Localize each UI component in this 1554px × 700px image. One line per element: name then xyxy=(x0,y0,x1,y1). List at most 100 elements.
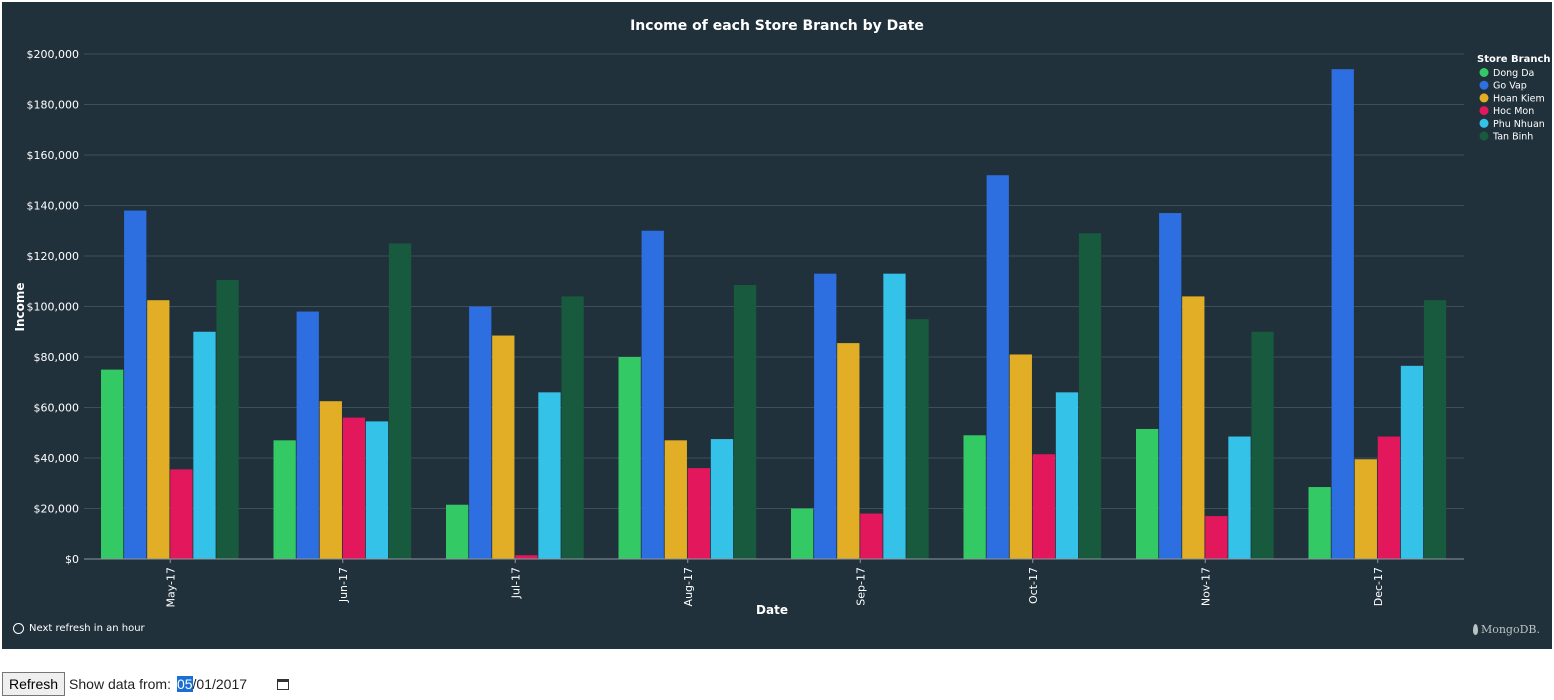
x-tick-label: Jul-17 xyxy=(509,567,522,599)
legend-entry[interactable]: Hoan Kiem xyxy=(1493,93,1545,104)
bar[interactable] xyxy=(618,357,641,559)
controls-bar: Refresh Show data from: 05 /01/2017 xyxy=(2,672,290,696)
bar[interactable] xyxy=(469,306,492,560)
bar[interactable] xyxy=(1400,365,1424,559)
date-rest: /01/2017 xyxy=(192,676,248,692)
legend-entry[interactable]: Phu Nhuan xyxy=(1493,119,1545,130)
legend-marker xyxy=(1479,118,1489,128)
bar[interactable] xyxy=(1159,213,1182,559)
bar[interactable] xyxy=(170,469,193,559)
bar[interactable] xyxy=(1182,296,1205,559)
legend-entry[interactable]: Go Vap xyxy=(1493,81,1527,92)
x-axis-label: Date xyxy=(756,603,788,617)
y-tick-label: $140,000 xyxy=(27,200,80,213)
legend-marker xyxy=(1479,131,1489,141)
y-tick-label: $200,000 xyxy=(27,48,80,61)
y-tick-label: $100,000 xyxy=(27,301,80,314)
bar[interactable] xyxy=(687,468,711,559)
bar[interactable] xyxy=(1055,392,1079,559)
bar[interactable] xyxy=(319,401,342,559)
bar[interactable] xyxy=(216,279,239,559)
bar-series xyxy=(101,69,1447,560)
show-data-from-label: Show data from: xyxy=(69,676,171,692)
legend-entry[interactable]: Tan Binh xyxy=(1492,132,1533,143)
bar[interactable] xyxy=(273,440,296,559)
mongodb-logo: MongoDB. xyxy=(1472,623,1540,636)
bar[interactable] xyxy=(1423,300,1447,559)
bar[interactable] xyxy=(193,331,216,559)
bar[interactable] xyxy=(1251,331,1274,559)
x-tick-label: Nov-17 xyxy=(1199,567,1212,606)
date-input[interactable]: 05 /01/2017 xyxy=(176,676,290,692)
y-axis-ticks: $0 $20,000 $40,000 $60,000 $80,000 $100,000 $1… xyxy=(27,48,80,566)
bar[interactable] xyxy=(1032,454,1056,559)
bar[interactable] xyxy=(1308,487,1331,559)
bar[interactable] xyxy=(837,343,860,559)
x-tick-label: Oct-17 xyxy=(1027,567,1040,604)
bar[interactable] xyxy=(388,243,412,559)
y-tick-label: $160,000 xyxy=(27,149,80,162)
x-axis-ticks: May-17 Jun-17 Jul-17 Aug-17 Sep-17 Oct-17 Nov-… xyxy=(164,559,1385,608)
y-tick-label: $20,000 xyxy=(34,503,80,516)
leaf-icon xyxy=(1472,624,1478,635)
legend-marker xyxy=(1479,93,1489,103)
bar[interactable] xyxy=(365,421,389,559)
legend-entry[interactable]: Dong Da xyxy=(1493,68,1534,79)
chart-title: Income of each Store Branch by Date xyxy=(630,18,924,34)
bar[interactable] xyxy=(101,369,124,559)
bar[interactable] xyxy=(733,285,757,559)
bar[interactable] xyxy=(1136,428,1159,559)
bar[interactable] xyxy=(1331,69,1354,560)
calendar-icon[interactable] xyxy=(277,678,290,690)
brand-text: MongoDB. xyxy=(1480,623,1540,636)
x-tick-label: Jun-17 xyxy=(337,567,350,603)
y-axis-label: Income xyxy=(13,282,27,331)
x-tick-label: Aug-17 xyxy=(682,567,695,606)
refresh-note-text: Next refresh in an hour xyxy=(29,623,145,634)
refresh-button[interactable]: Refresh xyxy=(2,672,66,696)
bar[interactable] xyxy=(986,175,1009,559)
bar[interactable] xyxy=(791,508,814,560)
bar[interactable] xyxy=(1205,516,1228,559)
bar[interactable] xyxy=(641,230,664,559)
chart-svg: Income of each Store Branch by Date $0 $2… xyxy=(13,18,1551,617)
bar[interactable] xyxy=(515,555,538,559)
bar[interactable] xyxy=(446,504,469,559)
chart-panel: Income of each Store Branch by Date $0 $2… xyxy=(2,2,1552,649)
clock-icon xyxy=(13,623,24,634)
bar[interactable] xyxy=(860,513,883,559)
bar[interactable] xyxy=(561,296,584,559)
bar[interactable] xyxy=(147,300,170,559)
bar[interactable] xyxy=(906,319,929,559)
x-tick-label: Sep-17 xyxy=(854,567,867,606)
x-tick-label: May-17 xyxy=(164,567,177,608)
bar[interactable] xyxy=(1228,436,1251,559)
bar[interactable] xyxy=(814,273,837,559)
y-tick-label: $0 xyxy=(65,553,79,566)
legend-title: Store Branch xyxy=(1477,54,1551,65)
bar[interactable] xyxy=(1354,459,1377,559)
y-tick-label: $80,000 xyxy=(34,351,80,364)
bar[interactable] xyxy=(883,273,906,559)
bar[interactable] xyxy=(963,435,986,559)
bar[interactable] xyxy=(538,392,561,559)
x-tick-label: Dec-17 xyxy=(1372,567,1385,606)
y-tick-label: $120,000 xyxy=(27,250,80,263)
legend-marker xyxy=(1479,80,1489,90)
bar[interactable] xyxy=(1377,436,1401,559)
refresh-note: Next refresh in an hour xyxy=(13,623,145,634)
legend-marker xyxy=(1479,106,1489,116)
bar[interactable] xyxy=(1078,233,1102,559)
bar[interactable] xyxy=(1009,354,1032,559)
y-tick-label: $60,000 xyxy=(34,402,80,415)
date-month-segment[interactable]: 05 xyxy=(176,676,193,692)
bar[interactable] xyxy=(296,311,319,559)
bar[interactable] xyxy=(342,417,366,559)
bar[interactable] xyxy=(492,335,515,559)
y-tick-label: $180,000 xyxy=(27,99,80,112)
bar[interactable] xyxy=(124,210,147,560)
bar[interactable] xyxy=(664,440,687,559)
legend-entry[interactable]: Hoc Mon xyxy=(1493,106,1534,117)
bar[interactable] xyxy=(710,439,734,559)
